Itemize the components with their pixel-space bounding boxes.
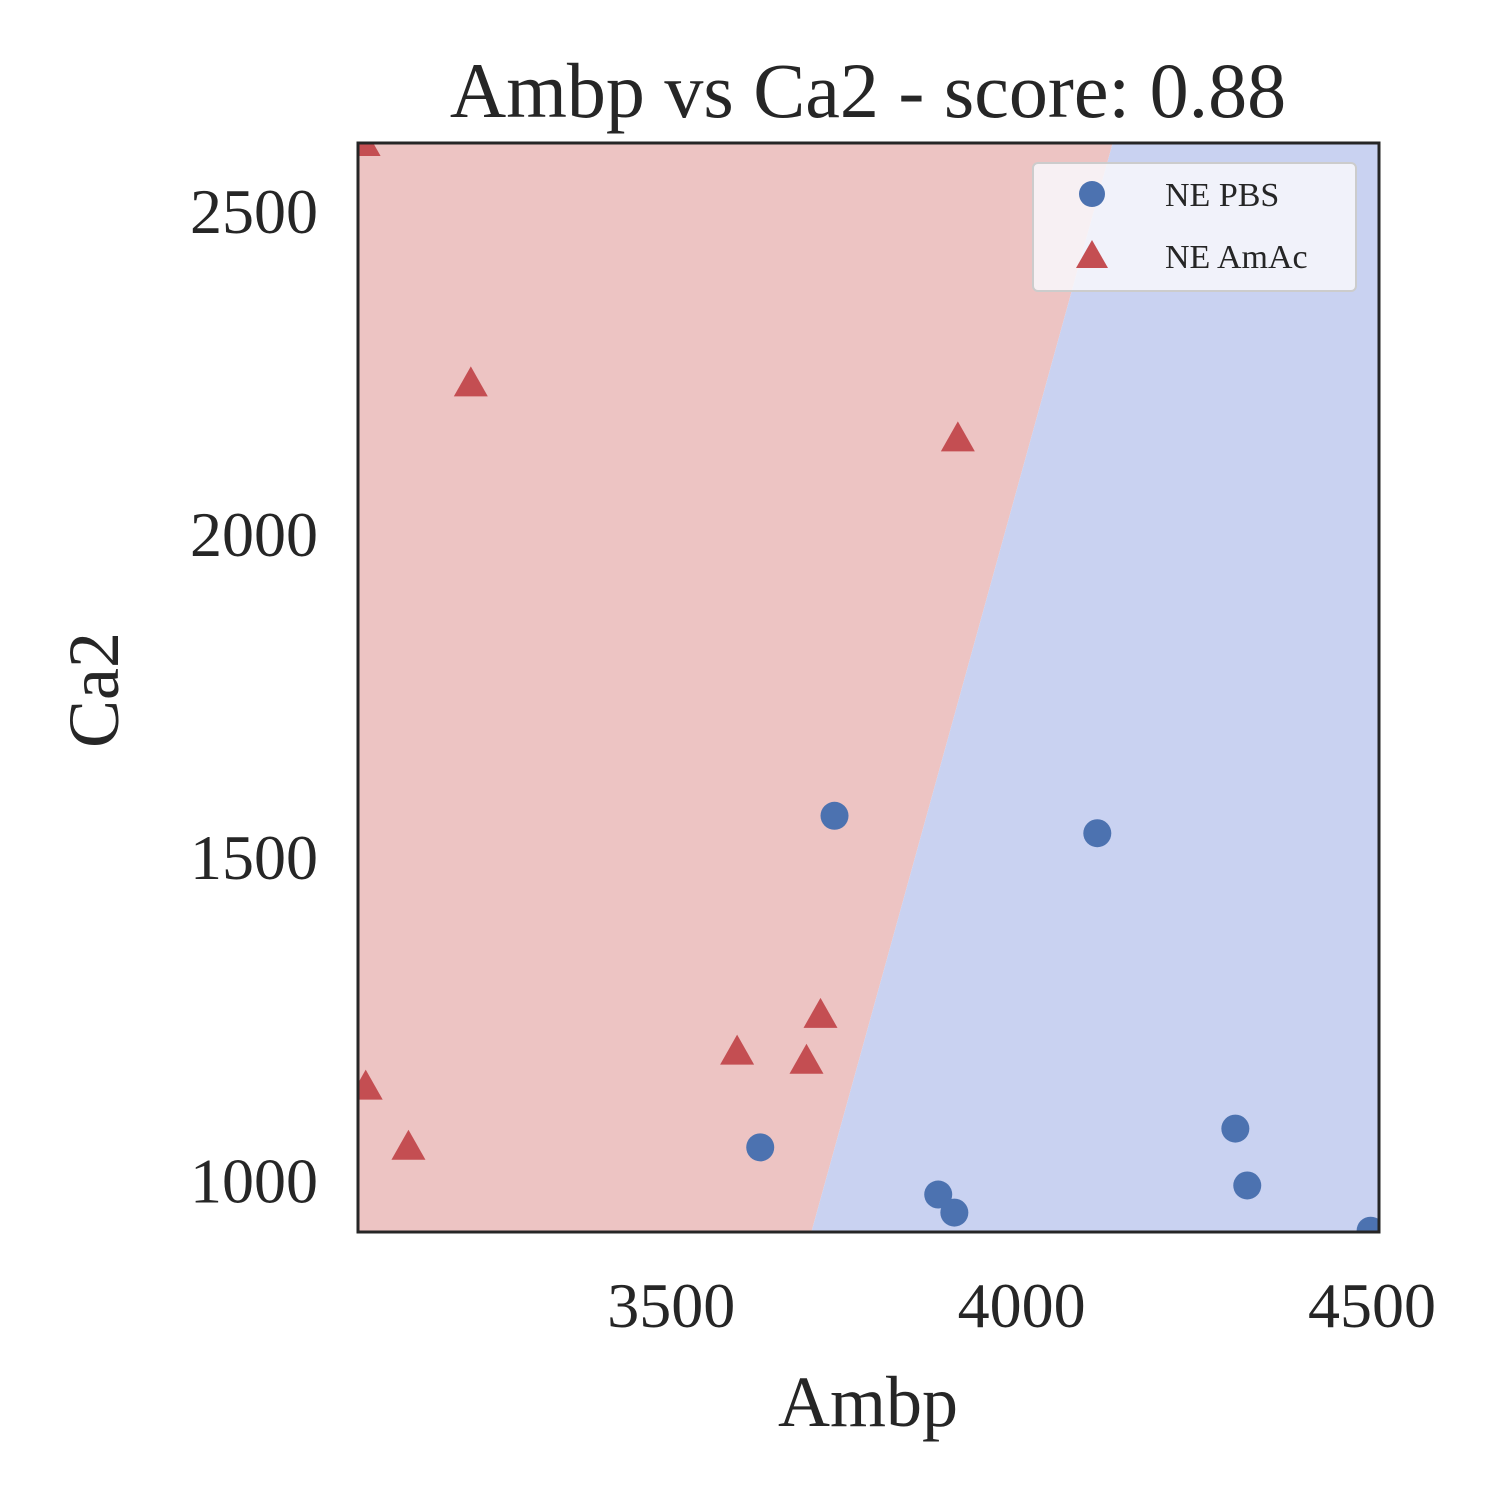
point-ne-pbs-2 [1083, 819, 1112, 848]
region-ne-pbs [811, 143, 1379, 1232]
x-tick-label-4000: 4000 [958, 1270, 1086, 1341]
y-tick-label-1500: 1500 [190, 822, 318, 893]
point-ne-amac-5 [391, 1129, 426, 1160]
point-ne-amac-1 [358, 143, 381, 156]
point-ne-amac-7 [803, 997, 838, 1028]
y-axis: 1000 1500 2000 2500 [190, 176, 318, 1216]
point-ne-amac-4 [358, 1069, 383, 1100]
legend: NE PBS NE AmAc [1032, 162, 1357, 292]
point-ne-pbs-5 [940, 1198, 969, 1227]
plot-area [358, 143, 1379, 1232]
x-tick-label-3500: 3500 [607, 1270, 735, 1341]
point-ne-pbs-1 [820, 801, 849, 830]
x-axis: 3500 4000 4500 [607, 1270, 1436, 1341]
y-tick-label-2500: 2500 [190, 176, 318, 247]
legend-marker-ne-amac [1076, 240, 1108, 268]
point-ne-pbs-3 [746, 1133, 775, 1162]
legend-marker-ne-pbs [1079, 181, 1105, 207]
legend-box [1032, 162, 1357, 292]
chart-title: Ambp vs Ca2 - score: 0.88 [450, 47, 1286, 134]
x-axis-label: Ambp [778, 1362, 958, 1442]
legend-label-ne-pbs: NE PBS [1165, 177, 1279, 214]
legend-label-ne-amac: NE AmAc [1165, 239, 1308, 276]
point-ne-pbs-6 [1221, 1114, 1250, 1143]
point-ne-pbs-8 [1356, 1216, 1379, 1232]
point-ne-amac-2 [453, 366, 488, 397]
y-axis-label: Ca2 [54, 632, 134, 748]
y-tick-label-2000: 2000 [190, 499, 318, 570]
point-ne-pbs-4 [924, 1180, 953, 1209]
x-tick-label-4500: 4500 [1308, 1270, 1436, 1341]
region-ne-amac [358, 143, 1113, 1232]
plot-frame [356, 141, 1381, 1234]
point-ne-amac-8 [789, 1043, 824, 1074]
point-ne-amac-6 [720, 1034, 755, 1065]
y-tick-label-1000: 1000 [190, 1145, 318, 1216]
point-ne-amac-3 [940, 421, 975, 452]
point-ne-pbs-7 [1233, 1171, 1262, 1200]
data-points [358, 143, 1379, 1232]
